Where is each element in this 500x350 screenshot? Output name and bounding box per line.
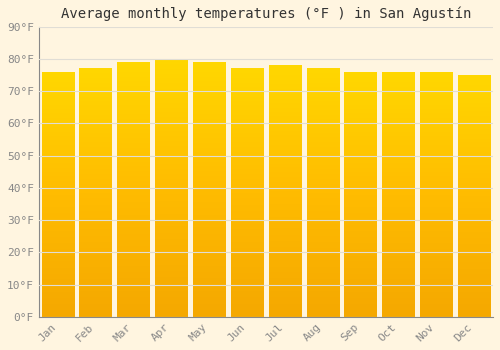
Title: Average monthly temperatures (°F ) in San Agustín: Average monthly temperatures (°F ) in Sa…	[60, 7, 471, 21]
